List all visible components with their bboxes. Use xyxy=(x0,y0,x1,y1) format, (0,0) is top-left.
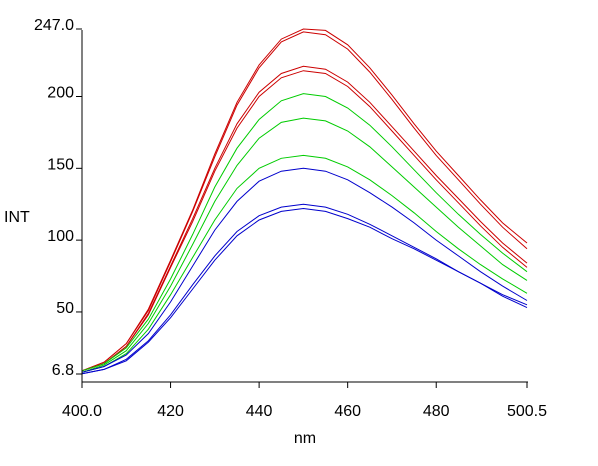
x-tick-label: 500.5 xyxy=(507,403,547,420)
series-line-2 xyxy=(81,31,528,372)
series-line-10 xyxy=(81,207,528,375)
y-tick-label: 150 xyxy=(47,156,74,173)
y-tick-label: 6.8 xyxy=(52,362,74,379)
series-line-7 xyxy=(81,154,528,373)
x-tick-label: 480 xyxy=(423,403,450,420)
x-tick-label: 460 xyxy=(334,403,361,420)
plot-lines xyxy=(81,28,528,375)
x-ticks: 400.0 420 440 460 480 500.5 xyxy=(62,382,547,420)
y-axis-title: INT xyxy=(4,209,30,226)
series-line-6 xyxy=(81,117,528,373)
series-line-4 xyxy=(81,70,528,372)
y-tick-label: 100 xyxy=(47,228,74,245)
y-ticks: 6.8 50 100 150 200 247.0 xyxy=(34,17,82,379)
series-line-1 xyxy=(81,28,528,372)
series-line-5 xyxy=(81,93,528,372)
y-tick-label: 200 xyxy=(47,85,74,102)
series-line-9 xyxy=(81,203,528,375)
y-tick-label: 50 xyxy=(56,300,74,317)
series-line-8 xyxy=(81,167,528,373)
x-tick-label: 440 xyxy=(246,403,273,420)
x-tick-label: 400.0 xyxy=(62,403,102,420)
y-tick-label: 247.0 xyxy=(34,17,74,34)
x-tick-label: 420 xyxy=(157,403,184,420)
x-axis-title: nm xyxy=(294,430,316,447)
axes xyxy=(81,30,528,383)
series-line-3 xyxy=(81,65,528,372)
